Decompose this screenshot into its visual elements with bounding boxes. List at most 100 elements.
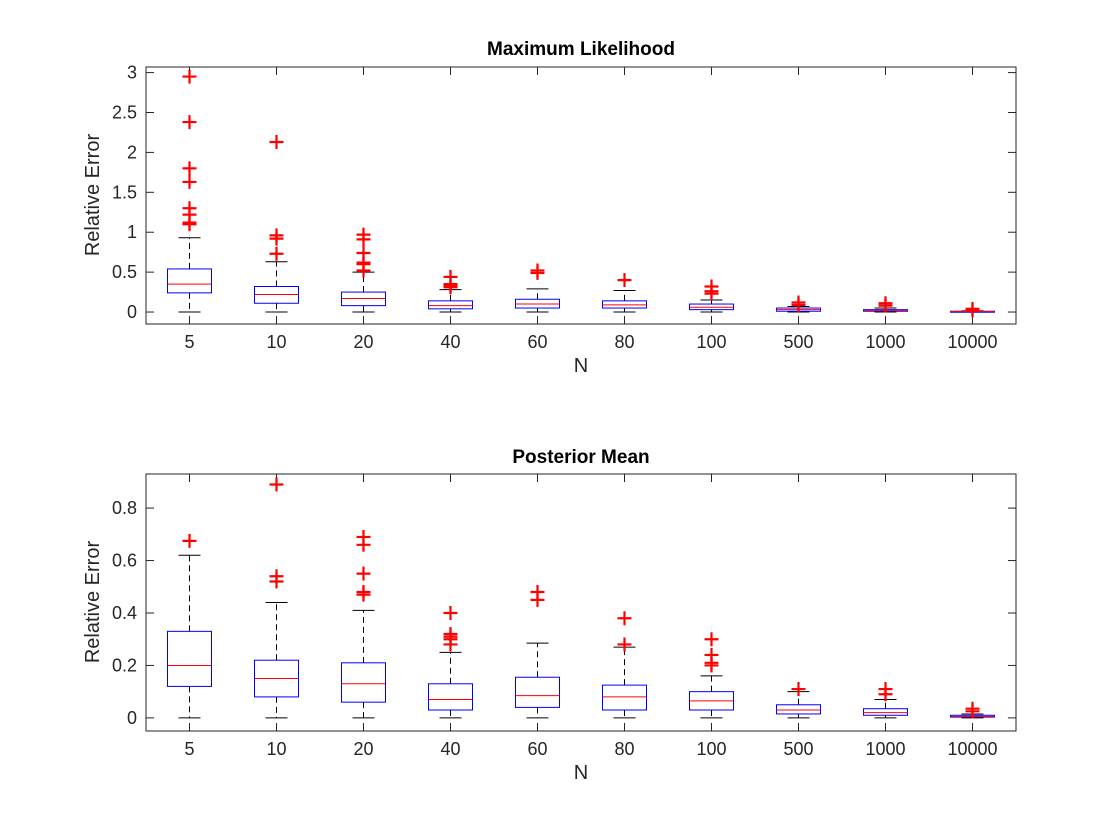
- outlier-point: [530, 263, 545, 278]
- box-5: [167, 533, 212, 719]
- outlier-point: [617, 637, 632, 652]
- outlier-point: [443, 269, 458, 284]
- chart-title: Posterior Mean: [512, 447, 649, 468]
- outlier-point: [182, 201, 197, 216]
- outlier-point: [617, 273, 632, 288]
- box-40: [428, 605, 473, 719]
- y-tick-label: 1.5: [112, 182, 137, 202]
- box-100: [689, 279, 734, 313]
- x-axis-label: N: [574, 355, 588, 377]
- box-1000: [863, 296, 908, 313]
- x-tick-label: 100: [696, 332, 726, 352]
- y-axis-label: Relative Error: [82, 541, 104, 664]
- box-10000: [950, 301, 995, 318]
- interquartile-box: [515, 676, 560, 708]
- outlier-point: [530, 585, 545, 600]
- x-axis-label: N: [574, 762, 588, 784]
- interquartile-box: [602, 684, 647, 711]
- outlier-point: [269, 246, 284, 261]
- interquartile-box: [776, 704, 821, 715]
- outlier-point: [791, 295, 806, 310]
- outlier-point: [182, 69, 197, 84]
- y-tick-label: 0.6: [112, 551, 137, 571]
- box-500: [776, 682, 821, 719]
- y-tick-label: 0.2: [112, 655, 137, 675]
- outlier-point: [965, 301, 980, 316]
- axes-frame: [145, 66, 1017, 325]
- y-tick-label: 0.8: [112, 498, 137, 518]
- box-60: [515, 263, 560, 313]
- x-tick-label: 500: [783, 739, 813, 759]
- box-20: [341, 227, 386, 313]
- x-tick-label: 1000: [865, 739, 905, 759]
- x-tick-label: 10000: [947, 332, 997, 352]
- outlier-point: [356, 245, 371, 260]
- axes-frame: [145, 473, 1017, 732]
- y-tick-label: 0: [127, 302, 137, 322]
- chart-title: Maximum Likelihood: [487, 39, 675, 60]
- posterior-mean-plot: Posterior Mean N Relative Error 0 0.2 0.4 0…: [82, 447, 1017, 784]
- x-tick-label: 40: [440, 739, 460, 759]
- outlier-point: [269, 135, 284, 150]
- x-tick-label: 100: [696, 739, 726, 759]
- x-tick-label: 20: [353, 332, 373, 352]
- box-80: [602, 273, 647, 313]
- y-tick-label: 1: [127, 222, 137, 242]
- x-tick-label: 40: [440, 332, 460, 352]
- x-tick-label: 500: [783, 332, 813, 352]
- box-100: [689, 632, 734, 719]
- box-60: [515, 585, 560, 719]
- y-tick-label: 0.4: [112, 603, 137, 623]
- outlier-point: [791, 682, 806, 697]
- outlier-point: [443, 626, 458, 641]
- interquartile-box: [167, 630, 212, 687]
- box-10000: [950, 701, 995, 719]
- y-tick-label: 2: [127, 142, 137, 162]
- box-10: [254, 477, 299, 719]
- outlier-point: [269, 569, 284, 584]
- x-tick-label: 10: [266, 332, 286, 352]
- outlier-point: [356, 566, 371, 581]
- y-axis-label: Relative Error: [82, 134, 104, 257]
- box-40: [428, 269, 473, 313]
- box-20: [341, 529, 386, 719]
- y-tick-label: 0.5: [112, 262, 137, 282]
- outlier-point: [356, 227, 371, 242]
- box-1000: [863, 682, 908, 719]
- outlier-point: [182, 115, 197, 130]
- outlier-point: [704, 632, 719, 647]
- maximum-likelihood-plot: Maximum Likelihood N Relative Error 0 0.5…: [82, 39, 1017, 377]
- x-tick-label: 80: [614, 332, 634, 352]
- box-80: [602, 611, 647, 719]
- x-tick-label: 60: [527, 739, 547, 759]
- x-tick-label: 1000: [865, 332, 905, 352]
- interquartile-box: [428, 300, 473, 310]
- interquartile-box: [863, 708, 908, 716]
- x-tick-label: 60: [527, 332, 547, 352]
- interquartile-box: [167, 268, 212, 294]
- x-tick-label: 80: [614, 739, 634, 759]
- outlier-point: [269, 477, 284, 492]
- box-500: [776, 295, 821, 313]
- box-5: [167, 69, 212, 313]
- x-tick-label: 10000: [947, 739, 997, 759]
- outlier-point: [182, 161, 197, 176]
- outlier-point: [182, 174, 197, 189]
- outlier-point: [878, 296, 893, 311]
- box-10: [254, 135, 299, 313]
- interquartile-box: [341, 662, 386, 703]
- outlier-point: [617, 611, 632, 626]
- y-tick-label: 3: [127, 63, 137, 83]
- outlier-point: [704, 279, 719, 294]
- outlier-point: [965, 701, 980, 716]
- interquartile-box: [428, 683, 473, 711]
- x-tick-label: 10: [266, 739, 286, 759]
- outlier-point: [356, 529, 371, 544]
- outlier-point: [878, 682, 893, 697]
- outlier-point: [356, 585, 371, 600]
- outlier-point: [443, 605, 458, 620]
- y-tick-label: 2.5: [112, 102, 137, 122]
- outlier-point: [269, 228, 284, 243]
- x-tick-label: 20: [353, 739, 373, 759]
